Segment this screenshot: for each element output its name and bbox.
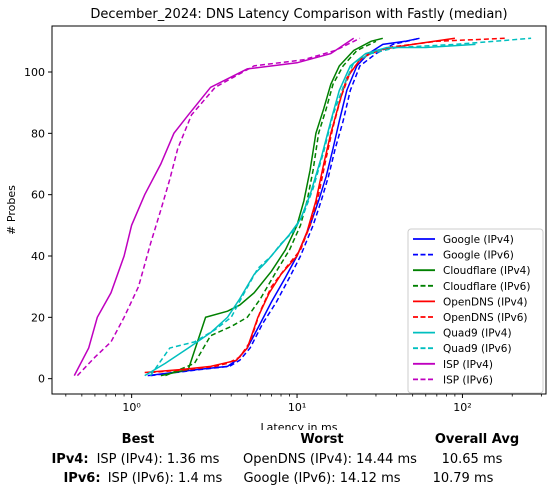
- y-tick-label-1: 20: [31, 311, 45, 324]
- plot-frame: [51, 25, 547, 395]
- ipv6-best: ISP (IPv6): 1.4 ms: [107, 471, 223, 486]
- ipv4-best: ISP (IPv4): 1.36 ms: [96, 452, 220, 467]
- ipv6-worst: Google (IPv6): 14.12 ms: [243, 471, 401, 486]
- series-line-5: [150, 37, 505, 374]
- legend-label-7: Quad9 (IPv6): [443, 343, 512, 355]
- best-header: Best: [121, 432, 155, 447]
- worst-header: Worst: [300, 432, 344, 447]
- y-axis: 0 20 40 60 80 100: [24, 66, 52, 386]
- x-tick-label-0: 10⁰: [122, 401, 141, 414]
- legend-label-9: ISP (IPv6): [443, 374, 493, 386]
- series-line-2: [160, 37, 383, 377]
- ipv4-row-label: IPv4:: [51, 452, 89, 467]
- y-tick-label-5: 100: [24, 66, 45, 79]
- avg-header: Overall Avg: [434, 432, 520, 447]
- legend-label-0: Google (IPv4): [443, 234, 514, 246]
- chart-legend: Google (IPv4) Google (IPv6) Cloudflare (IP…: [407, 228, 544, 394]
- legend-box: [407, 228, 544, 394]
- series-line-0: [147, 37, 420, 377]
- summary-stats: Best Worst Overall Avg IPv4: ISP (IPv4):…: [0, 430, 555, 496]
- y-tick-label-3: 60: [31, 189, 45, 202]
- x-tick-label-2: 10²: [453, 401, 471, 414]
- latency-chart: December_2024: DNS Latency Comparison wi…: [5, 7, 547, 430]
- x-axis-label: Latency in ms: [261, 421, 338, 430]
- ipv6-avg: 10.79 ms: [432, 471, 494, 486]
- y-tick-label-2: 40: [31, 250, 45, 263]
- series-line-3: [165, 40, 377, 377]
- series-layer: [73, 37, 532, 377]
- series-line-8: [73, 37, 355, 376]
- legend-label-5: OpenDNS (IPv6): [443, 312, 528, 324]
- y-tick-label-4: 80: [31, 127, 45, 140]
- x-axis: 10⁰ 10¹ 10²: [65, 394, 542, 414]
- y-tick-label-0: 0: [38, 373, 45, 386]
- legend-label-2: Cloudflare (IPv4): [443, 265, 530, 277]
- ipv4-avg: 10.65 ms: [441, 452, 503, 467]
- legend-label-8: ISP (IPv4): [443, 359, 493, 371]
- ipv4-worst: OpenDNS (IPv4): 14.44 ms: [243, 452, 417, 467]
- legend-label-6: Quad9 (IPv4): [443, 328, 512, 340]
- y-axis-label: # Probes: [5, 185, 18, 235]
- legend-label-1: Google (IPv6): [443, 250, 514, 262]
- series-line-9: [76, 37, 361, 377]
- legend-label-4: OpenDNS (IPv4): [443, 296, 528, 308]
- x-tick-label-1: 10¹: [288, 401, 306, 414]
- chart-title: December_2024: DNS Latency Comparison wi…: [90, 7, 507, 22]
- ipv6-row-label: IPv6:: [63, 471, 101, 486]
- series-line-1: [150, 37, 420, 377]
- legend-label-3: Cloudflare (IPv6): [443, 281, 530, 293]
